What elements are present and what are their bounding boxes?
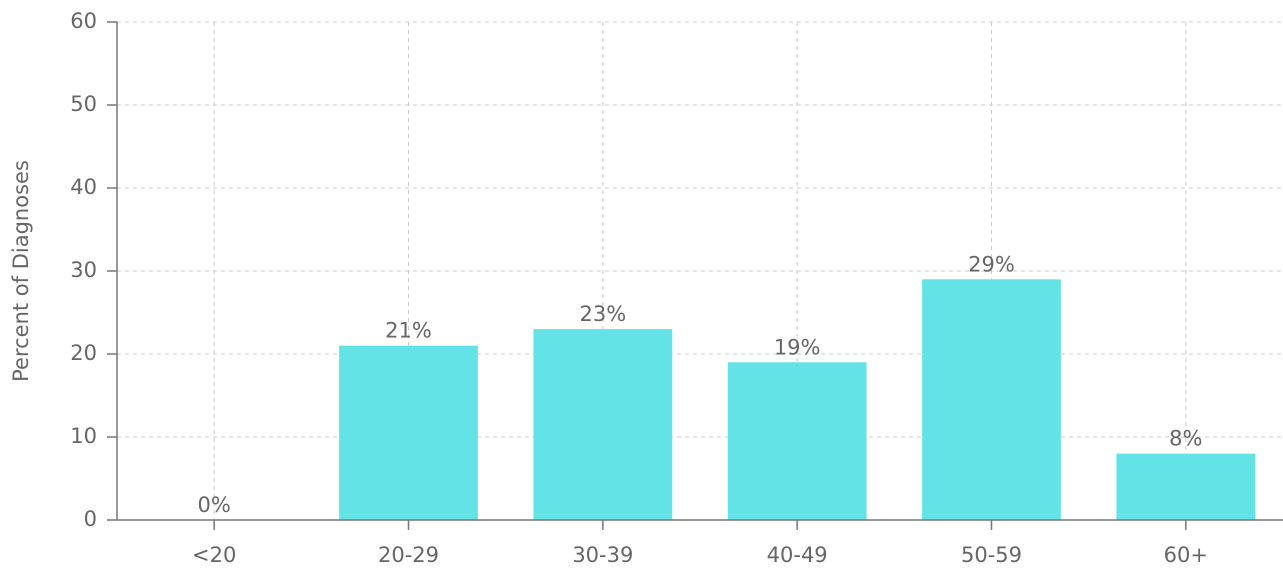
value-label: 29% <box>968 252 1015 276</box>
y-tick-label: 40 <box>70 175 97 199</box>
value-label: 21% <box>385 319 432 343</box>
x-tick-label: <20 <box>192 543 236 567</box>
bar <box>727 362 867 520</box>
x-tick-label: 40-49 <box>767 543 828 567</box>
value-label: 19% <box>774 335 821 359</box>
y-tick-label: 30 <box>70 258 97 282</box>
value-label: 0% <box>198 493 231 517</box>
bar <box>922 279 1061 520</box>
x-tick-label: 30-39 <box>572 543 633 567</box>
y-tick-label: 20 <box>70 341 97 365</box>
x-tick-label: 60+ <box>1164 543 1208 567</box>
value-label: 8% <box>1169 427 1202 451</box>
y-tick-label: 50 <box>70 92 97 116</box>
y-axis-label: Percent of Diagnoses <box>9 160 33 382</box>
bar <box>1116 453 1256 520</box>
x-tick-label: 50-59 <box>961 543 1022 567</box>
bar <box>533 329 673 520</box>
x-tick-label: 20-29 <box>378 543 439 567</box>
bar <box>339 345 478 520</box>
y-tick-label: 60 <box>70 9 97 33</box>
y-tick-label: 0 <box>84 507 97 531</box>
value-label: 23% <box>579 302 626 326</box>
y-tick-label: 10 <box>70 424 97 448</box>
